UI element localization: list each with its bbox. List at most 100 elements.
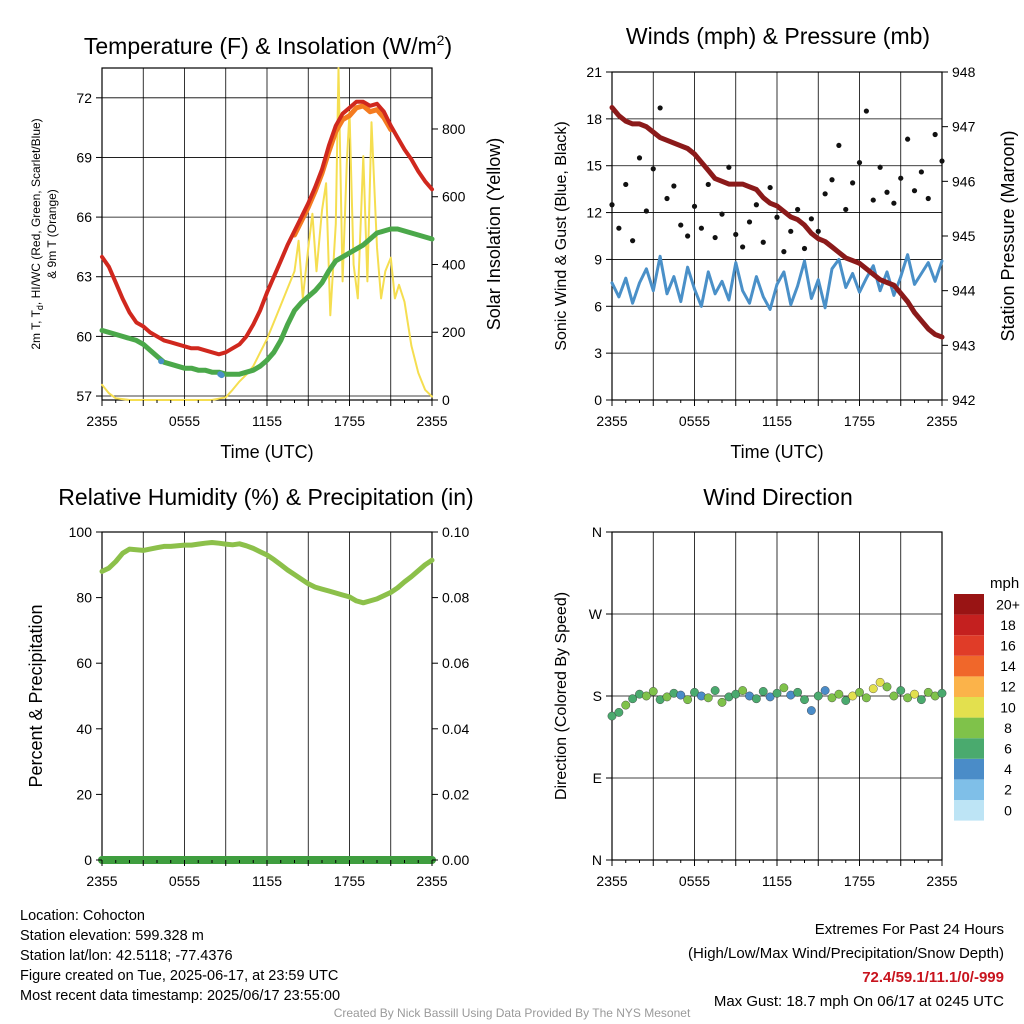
direction-point [868, 684, 878, 694]
dir-time-tick-label: 1755 [844, 873, 875, 889]
wind-gust-point [795, 206, 801, 213]
wind-time-tick-label: 2355 [926, 413, 957, 429]
temp-time-tick-label: 1155 [252, 413, 282, 429]
pressure-right-ticks: 942 943 944 945 946 947 948 [942, 64, 976, 408]
temperature-panel-title: Temperature (F) & Insolation (W/m2) [84, 32, 452, 59]
humidity-time-ticks: 2355 0555 1155 1755 2355 [86, 860, 448, 889]
insolation-right-ticks: 0 200 400 600 800 [432, 121, 466, 408]
wind-gust-point [905, 136, 911, 142]
rh-left-tick-label: 40 [76, 721, 92, 737]
direction-point [779, 683, 789, 693]
figure-created: Figure created on Tue, 2025-06-17, at 23… [20, 968, 339, 984]
wind-gust-point [664, 195, 670, 202]
colorbar-label: 14 [1000, 658, 1016, 674]
dir-time-tick-label: 0555 [679, 873, 710, 889]
humidity-panel-title: Relative Humidity (%) & Precipitation (i… [58, 484, 473, 510]
wind-gust-point [753, 202, 759, 208]
wind-left-tick-label: 21 [586, 64, 602, 80]
dir-left-tick-label: N [592, 852, 602, 868]
wind-gust-point [822, 191, 828, 197]
temp-left-tick-label: 60 [76, 328, 92, 344]
direction-point [641, 691, 651, 701]
direction-point [738, 686, 748, 695]
dewpoint-line [99, 226, 435, 377]
temp-left-tick-label: 72 [76, 90, 92, 106]
dir-left-tick-label: W [589, 606, 603, 622]
wind-left-tick-label: 12 [586, 205, 602, 221]
direction-point [731, 689, 741, 699]
precip-right-tick-label: 0.02 [442, 786, 469, 802]
credit-line: Created By Nick Bassill Using Data Provi… [333, 1006, 691, 1020]
colorbar-swatch [954, 676, 984, 697]
recent-timestamp: Most recent data timestamp: 2025/06/17 2… [20, 988, 341, 1004]
rh-left-tick-label: 0 [84, 852, 92, 868]
insolation-right-tick-label: 800 [442, 121, 466, 137]
wind-gust-point [685, 233, 691, 239]
direction-scatter [607, 677, 947, 721]
wind-gust-point [767, 184, 773, 191]
precipitation-right-ticks: 0.00 0.02 0.04 0.06 0.08 0.10 [432, 524, 469, 868]
wind-gust-point [643, 208, 649, 214]
humidity-left-ticks: 0 20 40 60 80 100 [69, 524, 102, 868]
direction-point [806, 706, 816, 715]
pressure-right-tick-label: 944 [952, 283, 976, 299]
insolation-right-tick-label: 400 [442, 256, 466, 272]
humidity-panel: Relative Humidity (%) & Precipitation (i… [26, 484, 474, 889]
wind-gust-point [850, 180, 856, 186]
temperature-xlabel: Time (UTC) [220, 442, 313, 462]
temperature-gridlines [102, 68, 432, 400]
wind-gust-point [932, 131, 938, 138]
temperature-ylabel-line2: & 9m T (Orange) [45, 189, 59, 279]
wind-gust-point [877, 164, 883, 170]
wind-gust-point [781, 249, 787, 255]
direction-point [717, 697, 727, 707]
temperature-left-ticks: 57 60 63 66 69 72 [76, 90, 102, 404]
pressure-right-tick-label: 943 [952, 337, 976, 353]
wind-gust-point [636, 155, 643, 161]
wind-gust-point [630, 238, 636, 244]
colorbar-label: 16 [1000, 638, 1016, 654]
windchill-point [218, 372, 225, 379]
winds-xlabel: Time (UTC) [730, 442, 823, 462]
speed-colorbar: 0 2 4 6 8 10 12 14 16 18 20+ [954, 594, 1020, 821]
temperature-time-ticks: 2355 0555 1155 1755 2355 [86, 400, 448, 429]
dir-time-tick-label: 2355 [926, 873, 957, 889]
direction-point [916, 695, 926, 705]
direction-point [903, 693, 913, 703]
colorbar-label: 2 [1004, 782, 1012, 798]
colorbar-swatch [954, 635, 984, 656]
rh-left-tick-label: 60 [76, 655, 92, 671]
dir-time-tick-label: 2355 [596, 873, 627, 889]
humidity-gridlines [142, 532, 392, 860]
direction-point [820, 686, 830, 695]
colorbar-swatch [954, 717, 984, 739]
rh-time-tick-label: 0555 [169, 873, 200, 889]
rh-time-tick-label: 2355 [416, 873, 447, 889]
rh-time-tick-label: 2355 [86, 873, 117, 889]
temp-left-tick-label: 57 [76, 388, 92, 404]
wind-time-tick-label: 0555 [679, 413, 710, 429]
station-latlon: Station lat/lon: 42.5118; -77.4376 [20, 948, 233, 964]
precip-right-tick-label: 0.10 [442, 524, 469, 540]
humidity-line [99, 540, 435, 606]
wind-gust-point [870, 197, 876, 203]
wind-gust-point [623, 181, 629, 188]
wind-gust-point [918, 169, 924, 175]
wind-gust-point [808, 216, 814, 222]
wind-gust-point [911, 188, 918, 194]
rh-time-tick-label: 1755 [334, 873, 365, 889]
direction-point [910, 689, 919, 699]
wind-gust-point [691, 203, 698, 209]
pressure-right-tick-label: 945 [952, 228, 976, 244]
colorbar-label: 4 [1004, 761, 1012, 777]
colorbar-label: 20+ [996, 596, 1020, 612]
wind-gust-point [829, 177, 835, 183]
wind-left-tick-label: 3 [594, 345, 602, 361]
pressure-right-tick-label: 948 [952, 64, 976, 80]
winds-left-ticks: 0 3 6 9 12 15 18 21 [586, 64, 612, 408]
direction-point [614, 708, 624, 717]
direction-point [889, 691, 899, 701]
temperature-ylabel: 2m T, Td, HI/WC (Red, Green, Scarlet/Blu… [29, 118, 45, 349]
wind-gust-point [650, 166, 656, 172]
